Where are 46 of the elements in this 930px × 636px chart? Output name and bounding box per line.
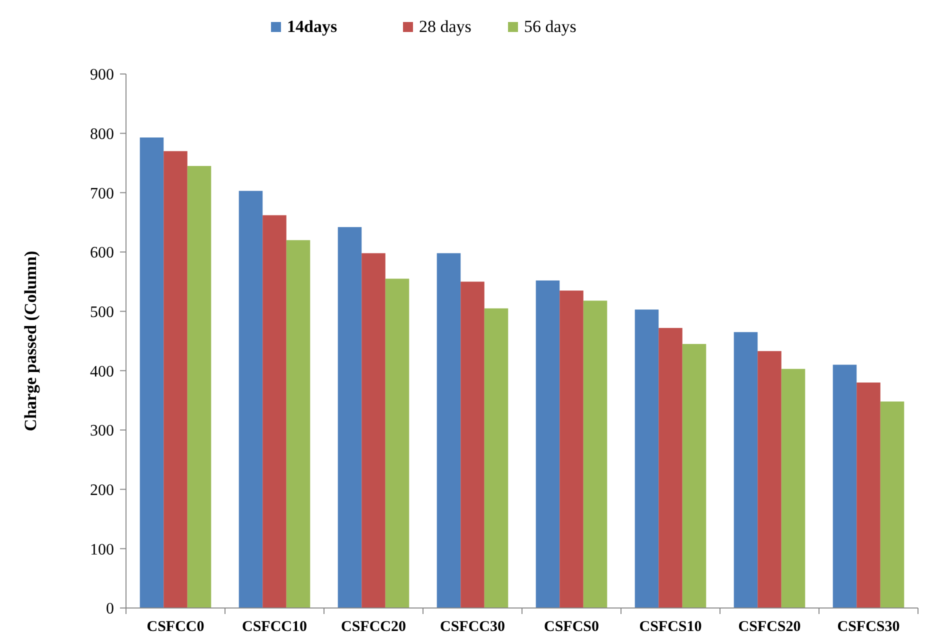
- y-tick-label: 200: [90, 482, 114, 499]
- x-tick-label: CSFCS20: [738, 619, 801, 635]
- y-tick-label: 0: [106, 600, 114, 618]
- x-tick-label: CSFCC0: [146, 619, 204, 635]
- y-tick-label: 500: [90, 304, 114, 321]
- legend-label: 56 days: [524, 17, 576, 36]
- bar: [856, 382, 880, 608]
- bar: [758, 351, 782, 608]
- bar: [832, 364, 857, 608]
- x-tick-label: CSFCC30: [440, 619, 506, 635]
- y-tick-label: 300: [90, 422, 114, 440]
- y-tick-label: 800: [90, 126, 114, 143]
- bar: [560, 290, 584, 608]
- x-tick-label: CSFCS0: [544, 619, 600, 635]
- y-tick-label: 600: [90, 244, 114, 262]
- x-tick-label: CSFCS10: [639, 619, 702, 635]
- bar: [164, 151, 188, 608]
- bar: [385, 278, 410, 608]
- bar: [140, 137, 164, 608]
- bar: [536, 280, 560, 608]
- bar: [658, 328, 682, 608]
- x-tick-label: CSFCS30: [837, 619, 900, 635]
- bar: [781, 368, 806, 608]
- bar: [338, 227, 362, 608]
- bar: [484, 308, 508, 608]
- legend-label: 28 days: [419, 17, 472, 36]
- bar: [238, 190, 263, 608]
- y-tick-label: 100: [90, 541, 114, 558]
- bar: [362, 253, 386, 608]
- bar: [436, 253, 461, 608]
- x-tick-label: CSFCC10: [242, 619, 308, 635]
- bar: [460, 282, 484, 608]
- bar: [262, 215, 286, 608]
- bar: [187, 166, 212, 608]
- bar: [634, 310, 659, 608]
- bar: [880, 402, 904, 608]
- y-tick-label: 700: [90, 185, 114, 202]
- legend-label: 14days: [287, 17, 338, 36]
- y-tick-label: 400: [90, 363, 114, 380]
- x-tick-label: CSFCC20: [340, 619, 406, 635]
- y-tick-label: 900: [90, 66, 114, 84]
- bar: [734, 332, 758, 608]
- bar: [286, 240, 310, 608]
- bar: [682, 344, 706, 608]
- bar: [583, 300, 608, 608]
- y-axis-title: Charge passed (Column): [21, 250, 40, 432]
